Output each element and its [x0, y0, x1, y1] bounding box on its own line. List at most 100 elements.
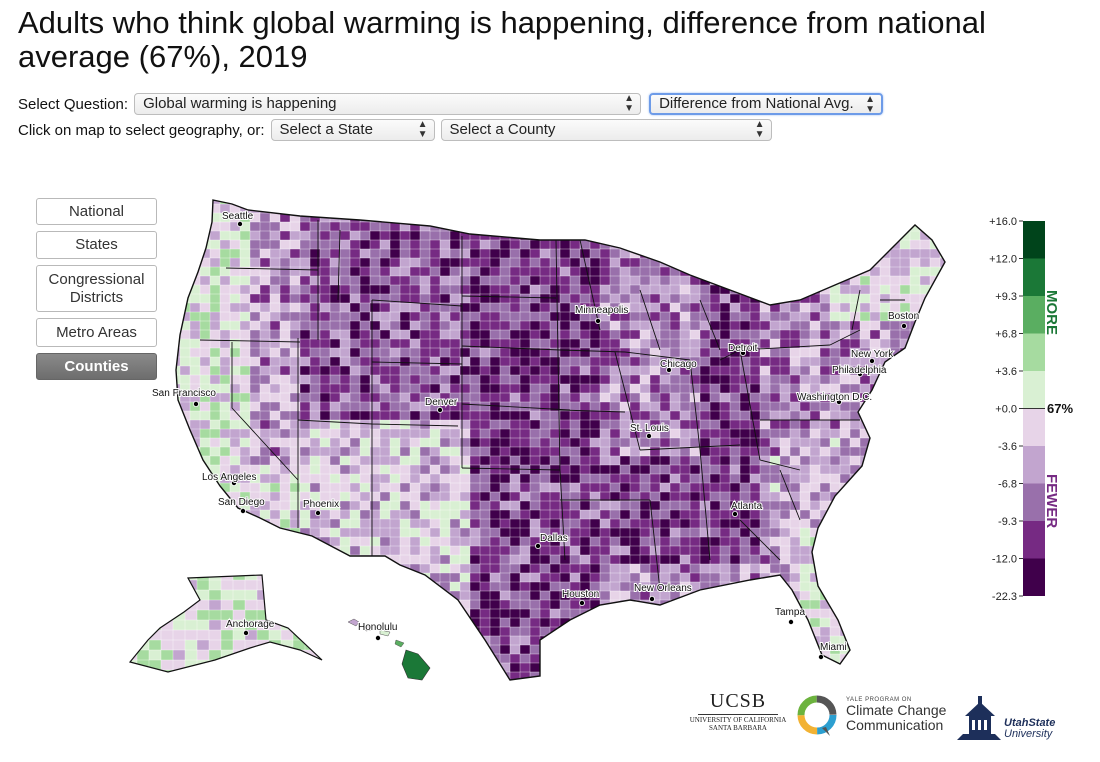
county-cell[interactable] [199, 662, 211, 673]
county-cell[interactable] [289, 275, 301, 286]
county-cell[interactable] [649, 302, 661, 313]
county-cell[interactable] [509, 608, 521, 619]
county-cell[interactable] [759, 581, 771, 592]
county-cell[interactable] [229, 392, 241, 403]
county-cell[interactable] [790, 681, 800, 690]
county-cell[interactable] [379, 356, 391, 367]
county-cell[interactable] [189, 464, 201, 475]
county-cell[interactable] [869, 248, 881, 259]
county-cell[interactable] [509, 446, 521, 457]
county-cell[interactable] [319, 284, 331, 295]
county-cell[interactable] [609, 473, 621, 484]
county-cell[interactable] [339, 239, 351, 250]
county-cell[interactable] [148, 639, 162, 651]
county-cell[interactable] [539, 293, 551, 304]
county-cell[interactable] [229, 239, 241, 250]
county-cell[interactable] [379, 203, 391, 214]
county-cell[interactable] [639, 635, 651, 646]
county-cell[interactable] [509, 302, 521, 313]
county-cell[interactable] [179, 455, 191, 466]
county-cell[interactable] [389, 356, 401, 367]
county-cell[interactable] [619, 230, 631, 241]
county-cell[interactable] [539, 599, 551, 610]
county-cell[interactable] [629, 626, 641, 637]
county-cell[interactable] [409, 401, 421, 412]
county-cell[interactable] [649, 248, 661, 259]
county-cell[interactable] [729, 563, 741, 574]
county-cell[interactable] [349, 563, 361, 574]
county-cell[interactable] [859, 662, 871, 673]
county-cell[interactable] [569, 329, 581, 340]
county-cell[interactable] [749, 572, 761, 583]
county-cell[interactable] [759, 356, 771, 367]
county-cell[interactable] [199, 563, 211, 574]
county-cell[interactable] [559, 572, 571, 583]
county-cell[interactable] [669, 419, 681, 430]
county-cell[interactable] [869, 599, 881, 610]
county-cell[interactable] [589, 635, 601, 646]
county-cell[interactable] [759, 599, 771, 610]
county-cell[interactable] [749, 455, 761, 466]
county-cell[interactable] [259, 284, 271, 295]
county-cell[interactable] [199, 284, 211, 295]
county-cell[interactable] [509, 536, 521, 547]
county-cell[interactable] [439, 428, 451, 439]
county-cell[interactable] [189, 293, 201, 304]
county-cell[interactable] [569, 266, 581, 277]
county-cell[interactable] [799, 203, 811, 214]
county-cell[interactable] [879, 383, 891, 394]
county-cell[interactable] [789, 347, 801, 358]
county-cell[interactable] [389, 212, 401, 223]
county-cell[interactable] [509, 410, 521, 421]
county-cell[interactable] [709, 419, 721, 430]
county-cell[interactable] [519, 419, 531, 430]
county-cell[interactable] [279, 563, 291, 574]
county-cell[interactable] [739, 473, 751, 484]
county-cell[interactable] [269, 266, 281, 277]
county-cell[interactable] [759, 239, 771, 250]
county-cell[interactable] [349, 221, 361, 232]
county-cell[interactable] [819, 482, 831, 493]
county-cell[interactable] [869, 410, 881, 421]
county-cell[interactable] [909, 545, 921, 556]
county-cell[interactable] [379, 428, 391, 439]
county-cell[interactable] [699, 230, 711, 241]
county-cell[interactable] [789, 563, 801, 574]
county-cell[interactable] [429, 572, 441, 583]
county-cell[interactable] [389, 284, 401, 295]
county-cell[interactable] [529, 356, 541, 367]
county-cell[interactable] [849, 545, 861, 556]
county-cell[interactable] [689, 248, 701, 259]
county-cell[interactable] [319, 239, 331, 250]
county-cell[interactable] [219, 221, 231, 232]
county-cell[interactable] [690, 681, 700, 690]
county-cell[interactable] [779, 446, 791, 457]
county-cell[interactable] [719, 401, 731, 412]
county-cell[interactable] [259, 662, 271, 673]
county-cell[interactable] [259, 374, 271, 385]
county-cell[interactable] [739, 455, 751, 466]
county-cell[interactable] [549, 302, 561, 313]
county-cell[interactable] [279, 383, 291, 394]
county-cell[interactable] [208, 579, 222, 591]
county-cell[interactable] [809, 230, 821, 241]
county-cell[interactable] [329, 644, 341, 655]
county-cell[interactable] [509, 455, 521, 466]
county-cell[interactable] [299, 401, 311, 412]
county-cell[interactable] [899, 356, 911, 367]
county-cell[interactable] [869, 500, 881, 511]
county-cell[interactable] [349, 419, 361, 430]
county-cell[interactable] [449, 428, 461, 439]
county-cell[interactable] [729, 626, 741, 637]
county-cell[interactable] [299, 338, 311, 349]
county-cell[interactable] [399, 195, 411, 205]
county-cell[interactable] [449, 374, 461, 385]
county-cell[interactable] [509, 617, 521, 628]
county-cell[interactable] [208, 589, 222, 601]
county-cell[interactable] [789, 311, 801, 322]
county-cell[interactable] [179, 428, 191, 439]
county-cell[interactable] [799, 635, 811, 646]
county-cell[interactable] [829, 509, 841, 520]
county-cell[interactable] [369, 230, 381, 241]
county-cell[interactable] [769, 266, 781, 277]
